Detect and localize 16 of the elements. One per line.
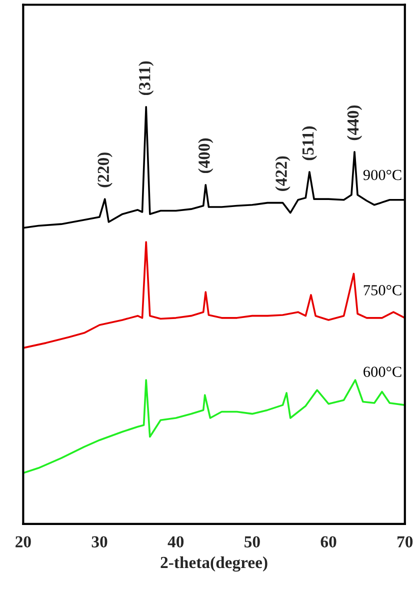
annotation: (440) (346, 105, 362, 140)
series-label: 600°C (364, 366, 402, 377)
x-tick-label: 50 (244, 536, 260, 548)
x-axis-title: 2-theta(degree) (160, 556, 268, 572)
x-tick-label: 60 (320, 536, 336, 548)
annotation: (311) (138, 61, 154, 96)
annotation: (220) (97, 152, 112, 188)
annotation: (511) (302, 126, 318, 160)
annotation: (400) (198, 138, 214, 174)
x-tick-label: 30 (92, 536, 108, 548)
annotation: (422) (275, 156, 290, 191)
series-label: 900°C (363, 170, 402, 180)
series-label: 750°C (364, 285, 402, 296)
x-tick-label: 70 (398, 536, 413, 548)
x-tick-label: 20 (16, 536, 31, 548)
x-tick-label: 40 (168, 536, 184, 548)
